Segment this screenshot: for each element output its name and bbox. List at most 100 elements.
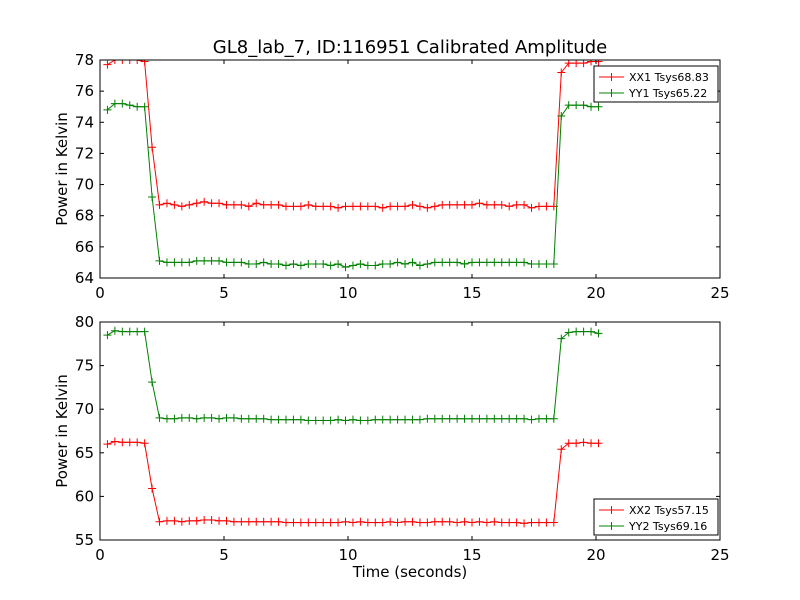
- data-point: [460, 517, 469, 526]
- data-point: [103, 60, 112, 69]
- data-point: [490, 517, 499, 526]
- data-point: [215, 199, 224, 208]
- data-point: [445, 200, 454, 209]
- data-point: [222, 516, 231, 525]
- data-point: [311, 202, 320, 211]
- data-point: [237, 258, 246, 267]
- data-point: [244, 517, 253, 526]
- x-tick-label: 5: [219, 546, 229, 564]
- data-point: [192, 414, 201, 423]
- data-point: [475, 517, 484, 526]
- data-point: [311, 416, 320, 425]
- legend-label: XX2 Tsys57.15: [629, 504, 709, 517]
- data-point: [103, 331, 112, 340]
- x-tick-label: 10: [338, 546, 357, 564]
- data-point: [356, 416, 365, 425]
- data-point: [267, 415, 276, 424]
- data-point: [527, 415, 536, 424]
- data-point: [319, 416, 328, 425]
- legend-marker: [607, 506, 616, 514]
- data-point: [512, 258, 521, 267]
- data-point: [520, 519, 529, 528]
- y-tick-label: 66: [75, 238, 94, 256]
- data-point: [356, 517, 365, 526]
- data-point: [505, 518, 514, 527]
- data-point: [475, 199, 484, 208]
- data-point: [348, 202, 357, 211]
- data-point: [423, 518, 432, 527]
- legend-box: [593, 498, 719, 536]
- data-point: [460, 259, 469, 268]
- data-point: [148, 484, 157, 493]
- data-point: [155, 256, 164, 265]
- data-point: [103, 440, 112, 449]
- data-point: [319, 518, 328, 527]
- data-point: [482, 518, 491, 527]
- data-point: [378, 259, 387, 268]
- data-point: [282, 415, 290, 424]
- data-point: [482, 258, 491, 267]
- data-point: [579, 327, 588, 336]
- data-point: [140, 327, 149, 336]
- data-point: [542, 414, 551, 423]
- data-point: [371, 261, 380, 270]
- data-point: [170, 414, 179, 423]
- data-point: [363, 416, 372, 425]
- data-point: [237, 414, 246, 423]
- data-point: [475, 258, 484, 267]
- data-point: [133, 327, 142, 336]
- y-tick-label: 70: [75, 176, 94, 194]
- x-tick-label: 25: [710, 546, 729, 564]
- data-point: [475, 414, 484, 423]
- data-point: [497, 414, 506, 423]
- data-point: [334, 415, 343, 424]
- data-point: [267, 259, 276, 268]
- y-axis-label: Power in Kelvin: [53, 112, 71, 226]
- data-point: [326, 202, 335, 211]
- data-point: [326, 416, 335, 425]
- data-point: [401, 202, 410, 211]
- data-point: [557, 68, 566, 77]
- data-point: [155, 200, 164, 209]
- data-point: [170, 200, 179, 209]
- data-point: [534, 414, 543, 423]
- data-point: [393, 415, 402, 424]
- x-tick-label: 15: [462, 546, 481, 564]
- data-point: [572, 101, 581, 110]
- data-point: [408, 415, 417, 424]
- data-point: [162, 199, 171, 208]
- data-point: [118, 327, 127, 336]
- data-point: [148, 143, 157, 152]
- data-point: [371, 202, 380, 211]
- chart-title: GL8_lab_7, ID:116951 Calibrated Amplitud…: [213, 37, 607, 58]
- data-point: [237, 517, 246, 526]
- data-point: [423, 414, 432, 423]
- data-point: [430, 258, 439, 267]
- data-point: [296, 518, 305, 527]
- data-point: [445, 414, 454, 423]
- data-point: [505, 258, 514, 267]
- data-point: [304, 259, 313, 268]
- data-point: [534, 259, 543, 268]
- data-point: [415, 261, 424, 270]
- data-point: [497, 258, 506, 267]
- data-point: [289, 202, 298, 211]
- data-point: [229, 200, 238, 209]
- y-axis-label: Power in Kelvin: [53, 374, 71, 488]
- data-point: [311, 259, 320, 268]
- data-point: [572, 327, 581, 336]
- data-point: [118, 438, 127, 447]
- data-point: [341, 517, 350, 526]
- data-point: [185, 516, 194, 525]
- bottom-subplot: 0 5 10 15 20 25 55 60 65 70 75 80 Power in Kelvin Tim…: [53, 313, 730, 581]
- data-point: [200, 197, 209, 206]
- data-point: [468, 258, 476, 267]
- data-point: [259, 258, 268, 267]
- data-point: [207, 413, 216, 422]
- data-point: [296, 415, 305, 424]
- data-point: [490, 414, 499, 423]
- data-point: [192, 199, 201, 208]
- data-point: [200, 515, 209, 524]
- x-tick-label: 20: [586, 284, 605, 302]
- data-point: [378, 518, 387, 527]
